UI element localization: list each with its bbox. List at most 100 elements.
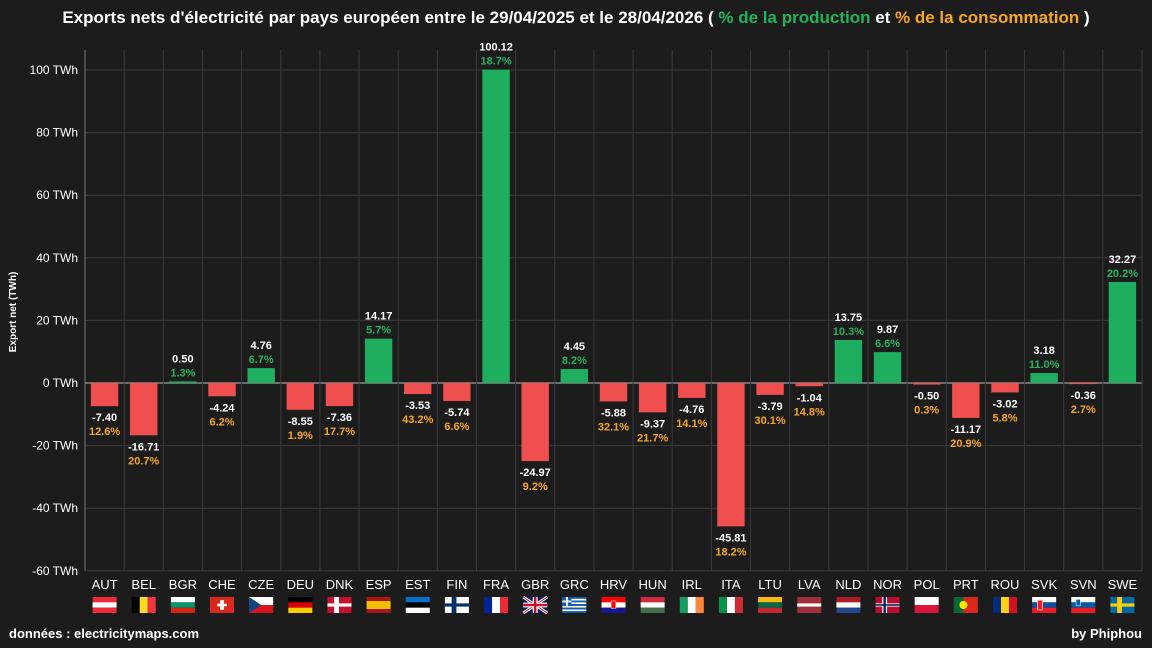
x-tick-label: EST <box>405 577 430 592</box>
x-tick-label: HUN <box>639 577 667 592</box>
value-label: 0.50 <box>172 353 193 365</box>
bar-grc <box>560 369 589 383</box>
bar-labels: -7.40 12.6% -16.71 20.7% 0.50 1.3% -4.24 6.2% 4.… <box>89 42 1138 559</box>
flag-cze-icon <box>249 597 274 613</box>
x-tick-label: NOR <box>873 577 902 592</box>
grid-lines <box>84 50 1143 572</box>
author-credit: by Phiphou <box>1071 626 1142 641</box>
value-label: -0.36 <box>1071 390 1096 402</box>
flag-gbr-icon <box>522 595 549 615</box>
percent-label: 32.1% <box>598 421 629 433</box>
bar-ltu <box>756 383 784 395</box>
chart-title: Exports nets d'électricité par pays euro… <box>0 8 1152 28</box>
x-tick-label: SWE <box>1108 577 1138 592</box>
bar-che <box>208 383 236 397</box>
value-label: -4.76 <box>679 404 704 416</box>
value-label: 13.75 <box>835 312 863 324</box>
percent-label: 8.2% <box>562 355 587 367</box>
flag-deu-icon <box>288 597 313 613</box>
flag-est-icon <box>405 597 430 613</box>
x-tick-label: CZE <box>248 577 274 592</box>
bar-svn <box>1069 383 1097 385</box>
percent-label: 20.7% <box>128 455 159 467</box>
x-tick-label: BGR <box>169 577 197 592</box>
value-label: -7.36 <box>327 412 352 424</box>
bar-lva <box>795 383 823 387</box>
y-tick-label: 60 TWh <box>36 188 78 202</box>
percent-label: 20.9% <box>950 438 981 450</box>
percent-label: 14.8% <box>794 406 825 418</box>
flag-rou-icon <box>992 597 1017 613</box>
x-tick-label: POL <box>914 577 940 592</box>
value-label: -5.88 <box>601 407 626 419</box>
title-connector: et <box>870 8 896 27</box>
bar-prt <box>952 383 980 418</box>
y-tick-label: -40 TWh <box>32 501 78 515</box>
value-label: -4.24 <box>209 402 235 414</box>
percent-label: 6.7% <box>249 354 274 366</box>
percent-label: 11.0% <box>1029 359 1060 371</box>
percent-label: 10.3% <box>833 326 864 338</box>
flag-che-icon <box>210 597 235 613</box>
flag-prt-icon <box>953 597 978 613</box>
bar-cze <box>247 368 275 383</box>
percent-label: 5.8% <box>992 412 1017 424</box>
y-tick-label: 0 TWh <box>43 376 78 390</box>
x-tick-label: BEL <box>131 577 156 592</box>
value-label: -45.81 <box>715 532 746 544</box>
y-tick-label: 20 TWh <box>36 313 78 327</box>
flag-ltu-icon <box>758 597 783 613</box>
value-label: -1.04 <box>797 392 823 404</box>
percent-label: 6.2% <box>209 416 234 428</box>
bar-hun <box>638 383 667 413</box>
percent-label: 30.1% <box>754 415 785 427</box>
percent-label: 2.7% <box>1071 404 1096 416</box>
percent-label: 43.2% <box>402 414 433 426</box>
value-label: -0.50 <box>914 391 939 403</box>
percent-label: 1.9% <box>288 430 313 442</box>
x-tick-label: DNK <box>326 577 354 592</box>
bar-dnk <box>325 383 354 407</box>
y-tick-label: -20 TWh <box>32 439 78 453</box>
bar-bel <box>130 383 158 436</box>
flag-hrv-icon <box>601 597 626 613</box>
value-label: 14.17 <box>365 311 393 323</box>
x-tick-label: LVA <box>798 577 821 592</box>
value-label: 9.87 <box>877 324 898 336</box>
bar-deu <box>286 383 315 410</box>
x-tick-label: NLD <box>835 577 861 592</box>
value-label: -3.53 <box>405 400 430 412</box>
bar-irl <box>678 383 706 398</box>
y-axis: -60 TWh -40 TWh -20 TWh 0 TWh 20 TWh 40 TWh 60… <box>30 50 86 578</box>
flag-esp-icon <box>366 597 391 613</box>
percent-label: 21.7% <box>637 432 668 444</box>
percent-label: 1.3% <box>170 367 195 379</box>
bars <box>90 69 1137 527</box>
value-label: -11.17 <box>951 424 982 436</box>
bar-fin <box>443 383 471 401</box>
percent-label: 18.7% <box>480 56 511 68</box>
value-label: 3.18 <box>1033 345 1054 357</box>
bar-nor <box>873 352 902 383</box>
flag-pol-icon <box>914 597 939 613</box>
percent-label: 0.3% <box>914 405 939 417</box>
flag-irl-icon <box>679 597 704 613</box>
flag-hun-icon <box>640 597 665 613</box>
flag-aut-icon <box>92 597 117 613</box>
x-tick-label: ROU <box>991 577 1020 592</box>
title-prefix: Exports nets d'électricité par pays euro… <box>62 8 719 27</box>
x-tick-label: AUT <box>92 577 118 592</box>
x-tick-label: GBR <box>521 577 549 592</box>
value-label: -16.71 <box>128 441 159 453</box>
bar-gbr <box>521 383 549 462</box>
bar-pol <box>912 383 941 385</box>
bar-swe <box>1108 281 1137 383</box>
bar-ita <box>717 383 745 527</box>
x-tick-label: LTU <box>758 577 782 592</box>
flag-nld-icon <box>836 597 861 613</box>
x-tick-label: GRC <box>560 577 589 592</box>
x-tick-label: ESP <box>366 577 392 592</box>
percent-label: 9.2% <box>523 481 548 493</box>
